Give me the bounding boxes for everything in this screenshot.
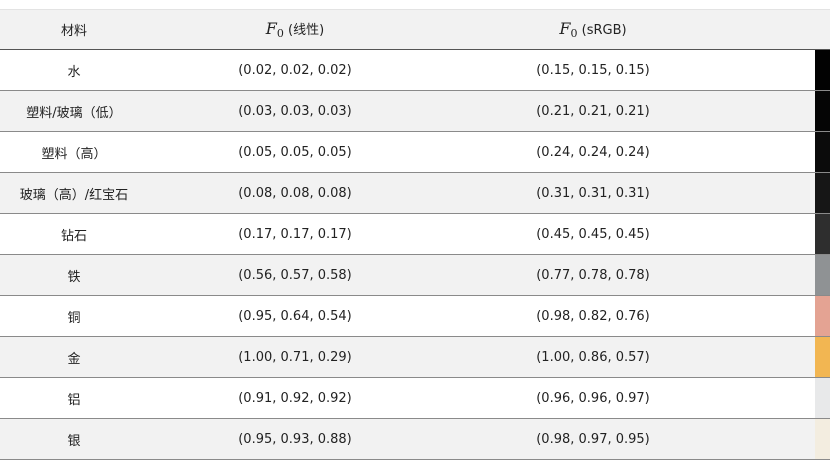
header-srgb-suffix: (sRGB) [577, 23, 627, 38]
f0-symbol: F0 [559, 19, 578, 40]
color-swatch-cell [815, 90, 830, 132]
table-row: 钻石 (0.17, 0.17, 0.17) (0.45, 0.45, 0.45) [0, 213, 830, 255]
material-name-cell: 钻石 [0, 213, 148, 255]
table-row: 金 (1.00, 0.71, 0.29) (1.00, 0.86, 0.57) [0, 336, 830, 378]
f0-linear-cell: (0.08, 0.08, 0.08) [148, 172, 442, 214]
color-swatch [815, 419, 830, 459]
f0-srgb-cell: (0.31, 0.31, 0.31) [442, 172, 744, 214]
table-row: 水 (0.02, 0.02, 0.02) (0.15, 0.15, 0.15) [0, 49, 830, 91]
color-swatch-cell [815, 377, 830, 419]
material-name-cell: 铁 [0, 254, 148, 296]
color-swatch [815, 255, 830, 295]
f0-linear-cell: (0.91, 0.92, 0.92) [148, 377, 442, 419]
header-f0-linear: F0 (线性) [148, 9, 442, 50]
color-swatch [815, 378, 830, 418]
f0-linear-cell: (0.95, 0.93, 0.88) [148, 418, 442, 460]
color-swatch-cell [815, 418, 830, 460]
material-name-cell: 塑料/玻璃（低） [0, 90, 148, 132]
spacer-cell [744, 377, 815, 419]
material-name-cell: 金 [0, 336, 148, 378]
table-row: 玻璃（高）/红宝石 (0.08, 0.08, 0.08) (0.31, 0.31, … [0, 172, 830, 214]
f0-linear-cell: (0.02, 0.02, 0.02) [148, 49, 442, 91]
color-swatch-cell [815, 49, 830, 91]
spacer-cell [744, 90, 815, 132]
f0-srgb-cell: (0.96, 0.96, 0.97) [442, 377, 744, 419]
color-swatch-cell [815, 172, 830, 214]
f0-srgb-cell: (0.45, 0.45, 0.45) [442, 213, 744, 255]
color-swatch-cell [815, 336, 830, 378]
spacer-cell [744, 49, 815, 91]
table-row: 塑料（高） (0.05, 0.05, 0.05) (0.24, 0.24, 0.24… [0, 131, 830, 173]
f0-symbol: F0 [265, 19, 284, 40]
color-swatch-cell [815, 254, 830, 296]
color-swatch-cell [815, 295, 830, 337]
f0-linear-cell: (0.95, 0.64, 0.54) [148, 295, 442, 337]
header-material: 材料 [0, 9, 148, 50]
f0-srgb-cell: (0.15, 0.15, 0.15) [442, 49, 744, 91]
f0-linear-cell: (0.05, 0.05, 0.05) [148, 131, 442, 173]
table-body: 水 (0.02, 0.02, 0.02) (0.15, 0.15, 0.15) 塑料/… [0, 49, 830, 460]
table-row: 塑料/玻璃（低） (0.03, 0.03, 0.03) (0.21, 0.21, 0… [0, 90, 830, 132]
f0-srgb-cell: (0.77, 0.78, 0.78) [442, 254, 744, 296]
spacer-cell [744, 172, 815, 214]
material-name-cell: 水 [0, 49, 148, 91]
f0-srgb-cell: (0.24, 0.24, 0.24) [442, 131, 744, 173]
f0-srgb-cell: (0.98, 0.82, 0.76) [442, 295, 744, 337]
f0-srgb-cell: (0.98, 0.97, 0.95) [442, 418, 744, 460]
color-swatch-cell [815, 131, 830, 173]
f0-linear-cell: (0.56, 0.57, 0.58) [148, 254, 442, 296]
material-name-cell: 塑料（高） [0, 131, 148, 173]
header-linear-suffix: (线性) [283, 23, 325, 38]
table-row: 铝 (0.91, 0.92, 0.92) (0.96, 0.96, 0.97) [0, 377, 830, 419]
spacer-cell [744, 131, 815, 173]
material-name-cell: 铝 [0, 377, 148, 419]
table-row: 银 (0.95, 0.93, 0.88) (0.98, 0.97, 0.95) [0, 418, 830, 460]
color-swatch [815, 50, 830, 90]
color-swatch [815, 91, 830, 131]
f0-linear-cell: (0.03, 0.03, 0.03) [148, 90, 442, 132]
header-swatch [815, 9, 830, 50]
header-gap [744, 9, 815, 50]
header-row: 材料 F0 (线性) F0 (sRGB) [0, 9, 830, 50]
table-header: 材料 F0 (线性) F0 (sRGB) [0, 9, 830, 50]
f0-linear-cell: (1.00, 0.71, 0.29) [148, 336, 442, 378]
header-f0-srgb: F0 (sRGB) [442, 9, 744, 50]
spacer-cell [744, 254, 815, 296]
color-swatch [815, 132, 830, 172]
f0-linear-cell: (0.17, 0.17, 0.17) [148, 213, 442, 255]
material-name-cell: 铜 [0, 295, 148, 337]
f0-srgb-cell: (0.21, 0.21, 0.21) [442, 90, 744, 132]
material-f0-table: 材料 F0 (线性) F0 (sRGB) 水 (0.02, 0.02, 0.02)… [0, 9, 830, 460]
spacer-cell [744, 213, 815, 255]
table-row: 铁 (0.56, 0.57, 0.58) (0.77, 0.78, 0.78) [0, 254, 830, 296]
f0-srgb-cell: (1.00, 0.86, 0.57) [442, 336, 744, 378]
material-name-cell: 玻璃（高）/红宝石 [0, 172, 148, 214]
color-swatch-cell [815, 213, 830, 255]
color-swatch [815, 296, 830, 336]
spacer-cell [744, 336, 815, 378]
color-swatch [815, 214, 830, 254]
color-swatch [815, 337, 830, 377]
color-swatch [815, 173, 830, 213]
spacer-cell [744, 295, 815, 337]
spacer-cell [744, 418, 815, 460]
material-name-cell: 银 [0, 418, 148, 460]
table-row: 铜 (0.95, 0.64, 0.54) (0.98, 0.82, 0.76) [0, 295, 830, 337]
